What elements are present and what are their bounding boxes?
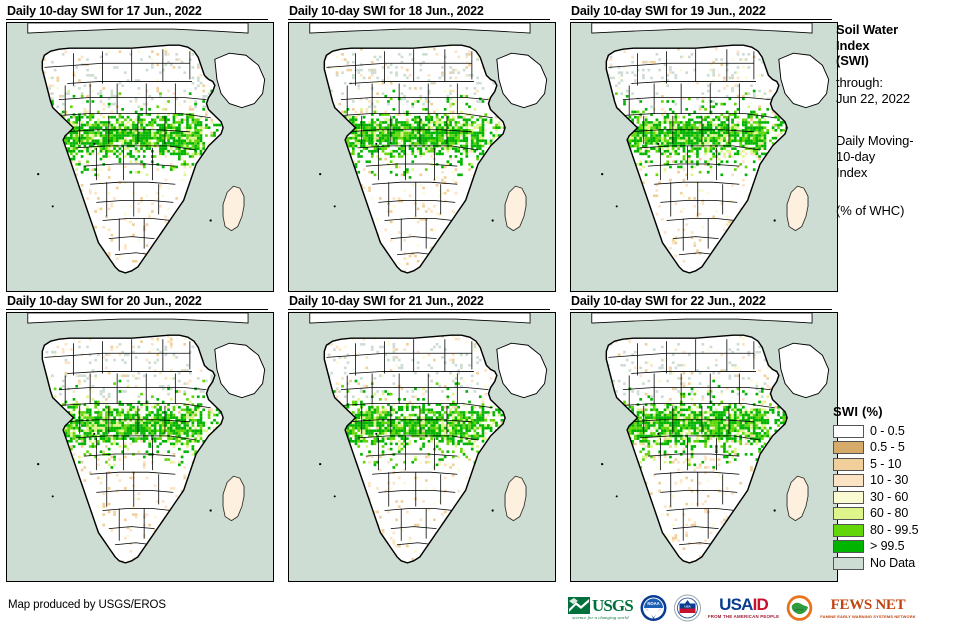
map-panel-title-4: Daily 10-day SWI for 20 Jun., 2022	[7, 294, 202, 308]
noaa-logo: NOAA	[640, 595, 667, 621]
legend-swatch-3	[833, 474, 864, 488]
map-panel-2: Daily 10-day SWI for 18 Jun., 2022	[288, 4, 556, 292]
map-panel-title-5: Daily 10-day SWI for 21 Jun., 2022	[289, 294, 484, 308]
legend-label-5: 60 - 80	[870, 506, 909, 521]
fewsnet-wordmark: FEWS NET	[830, 596, 906, 613]
legend-label-8: No Data	[870, 555, 916, 570]
panel-title-rule-2	[288, 19, 550, 20]
legend-swatch-8	[833, 556, 864, 570]
panel-title-rule-5	[288, 309, 550, 310]
map-panel-4: Daily 10-day SWI for 20 Jun., 2022	[6, 294, 274, 582]
legend-label-1: 0.5 - 5	[870, 440, 905, 455]
doc-logo: USA	[673, 594, 701, 622]
usaid-wordmark: USAID	[719, 595, 769, 614]
map-canvas-6	[570, 312, 838, 582]
footer-logos: USGS science for a changing world NOAA U…	[568, 594, 916, 622]
map-canvas-2	[288, 22, 556, 292]
map-canvas-3	[570, 22, 838, 292]
legend-title: SWI (%)	[833, 404, 883, 419]
info-through-label: through:	[836, 74, 883, 90]
info-through-date: Jun 22, 2022	[836, 90, 910, 106]
legend-label-0: 0 - 0.5	[870, 423, 905, 438]
info-title-line2: Index	[836, 37, 870, 53]
map-panel-title-1: Daily 10-day SWI for 17 Jun., 2022	[7, 4, 202, 18]
legend-swatch-2	[833, 457, 864, 471]
usaid-logo: USAID FROM THE AMERICAN PEOPLE	[708, 594, 779, 622]
map-panel-1: Daily 10-day SWI for 17 Jun., 2022	[6, 4, 274, 292]
legend-swatch-4	[833, 490, 864, 504]
info-title: Soil Water Index (SWI)	[836, 22, 964, 69]
footer-attribution: Map produced by USGS/EROS	[8, 599, 166, 611]
map-panel-title-6: Daily 10-day SWI for 22 Jun., 2022	[571, 294, 766, 308]
info-column: Soil Water Index (SWI) through: Jun 22, …	[836, 22, 964, 219]
legend-row-1: 0.5 - 5	[833, 440, 963, 457]
fewsnet-logo: FEWS NET FAMINE EARLY WARNING SYSTEMS NE…	[820, 594, 915, 622]
fewsnet-tagline: FAMINE EARLY WARNING SYSTEMS NETWORK	[820, 613, 916, 619]
info-moving-line2: 10-day	[836, 148, 876, 164]
legend-row-5: 60 - 80	[833, 506, 963, 523]
info-title-line3: (SWI)	[836, 53, 869, 68]
usgs-wordmark: USGS	[592, 595, 634, 615]
panel-title-rule-1	[6, 19, 268, 20]
legend-swatch-0	[833, 424, 864, 438]
legend-label-3: 10 - 30	[870, 473, 909, 488]
legend-label-2: 5 - 10	[870, 456, 902, 471]
legend-row-3: 10 - 30	[833, 473, 963, 490]
map-panel-5: Daily 10-day SWI for 21 Jun., 2022	[288, 294, 556, 582]
legend: SWI (%) 0 - 0.5 0.5 - 5 5 - 10 10 - 30 3…	[833, 404, 963, 572]
info-moving-line3: Index	[836, 164, 868, 180]
usaid-tagline: FROM THE AMERICAN PEOPLE	[707, 614, 780, 619]
map-canvas-1	[6, 22, 274, 292]
legend-swatch-1	[833, 441, 864, 455]
panel-title-rule-4	[6, 309, 268, 310]
legend-label-7: > 99.5	[870, 539, 905, 554]
info-moving: Daily Moving- 10-day Index	[836, 133, 964, 181]
panel-title-rule-3	[570, 19, 832, 20]
map-canvas-4	[6, 312, 274, 582]
legend-row-8: No Data	[833, 555, 963, 572]
map-canvas-5	[288, 312, 556, 582]
panel-title-rule-6	[570, 309, 832, 310]
legend-row-0: 0 - 0.5	[833, 423, 963, 440]
usgs-tagline: science for a changing world	[572, 614, 629, 620]
map-panel-title-3: Daily 10-day SWI for 19 Jun., 2022	[571, 4, 766, 18]
legend-swatch-7	[833, 540, 864, 554]
legend-row-2: 5 - 10	[833, 456, 963, 473]
legend-label-4: 30 - 60	[870, 489, 909, 504]
info-units: (% of WHC)	[836, 202, 905, 218]
usgs-logo: USGS science for a changing world	[568, 594, 634, 622]
legend-label-6: 80 - 99.5	[870, 522, 919, 537]
map-panel-6: Daily 10-day SWI for 22 Jun., 2022	[570, 294, 838, 582]
map-panel-3: Daily 10-day SWI for 19 Jun., 2022	[570, 4, 838, 292]
legend-swatch-6	[833, 523, 864, 537]
legend-row-4: 30 - 60	[833, 489, 963, 506]
usgs-mark-icon	[568, 596, 590, 614]
info-moving-line1: Daily Moving-	[836, 132, 914, 148]
legend-swatch-5	[833, 507, 864, 521]
legend-row-6: 80 - 99.5	[833, 522, 963, 539]
legend-row-7: > 99.5	[833, 539, 963, 556]
info-through: through: Jun 22, 2022	[836, 75, 964, 107]
info-title-line1: Soil Water	[836, 22, 899, 37]
map-panel-title-2: Daily 10-day SWI for 18 Jun., 2022	[289, 4, 484, 18]
fewsnet-globe-icon	[786, 595, 813, 621]
